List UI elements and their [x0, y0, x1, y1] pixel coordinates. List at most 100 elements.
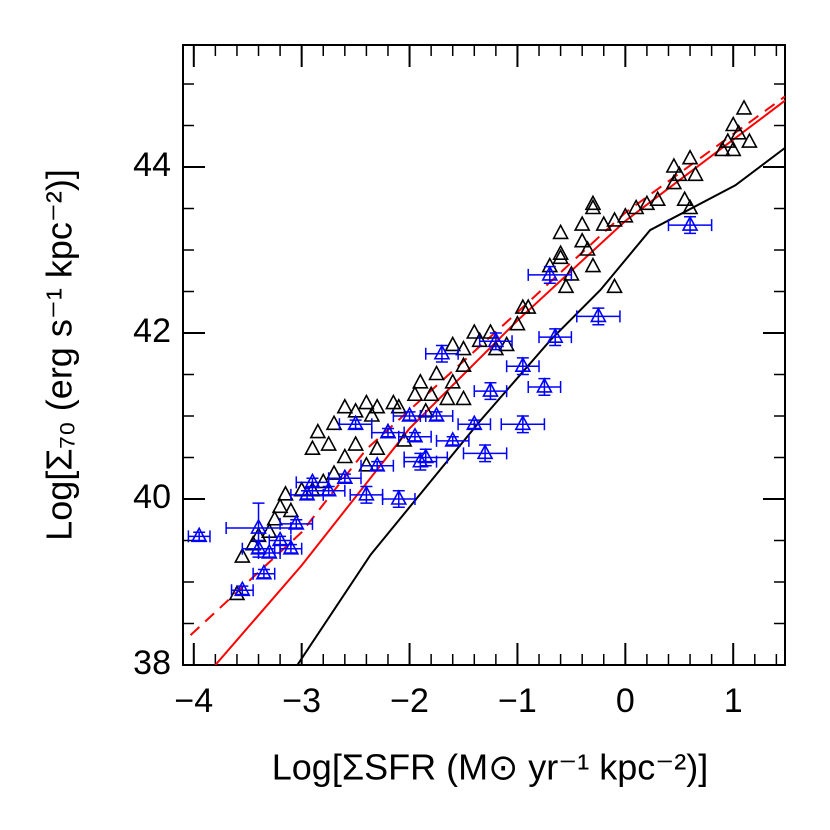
data-point — [482, 323, 499, 339]
data-point — [433, 344, 451, 360]
data-point — [687, 165, 704, 182]
data-point — [368, 456, 386, 472]
data-point — [368, 398, 386, 414]
data-point — [665, 173, 683, 190]
data-point — [412, 373, 429, 389]
data-point — [616, 207, 634, 223]
x-axis-label: Log[ΣSFR (M⊙ yr⁻¹ kpc⁻²)] — [272, 747, 708, 788]
data-point — [309, 422, 327, 439]
data-point — [590, 306, 607, 323]
data-point — [390, 398, 408, 414]
x-tick-label: 0 — [616, 682, 635, 720]
data-point — [487, 331, 505, 348]
x-tick-label: −3 — [282, 682, 321, 720]
data-point — [444, 335, 462, 352]
model-line — [296, 147, 785, 665]
data-point — [455, 389, 472, 406]
data-point — [627, 198, 645, 215]
data-point — [514, 298, 532, 314]
data-point — [277, 485, 294, 501]
data-point — [336, 398, 354, 414]
y-error-bar — [381, 427, 394, 438]
y-error-bar — [446, 436, 459, 446]
data-point — [347, 435, 364, 451]
data-point — [681, 149, 699, 165]
data-point — [358, 485, 375, 501]
data-point — [584, 198, 602, 215]
data-point — [190, 526, 208, 543]
data-point — [233, 547, 251, 563]
data-point — [509, 315, 526, 331]
data-point — [358, 456, 375, 472]
data-point — [584, 256, 602, 273]
data-point — [465, 414, 483, 431]
data-point — [541, 265, 559, 281]
data-point — [255, 564, 273, 580]
data-point — [412, 451, 429, 468]
y-error-bar — [263, 548, 276, 558]
data-point — [428, 406, 445, 422]
data-point — [401, 406, 418, 422]
data-point — [681, 215, 699, 231]
data-point — [314, 472, 332, 489]
data-point — [741, 132, 758, 148]
data-point — [573, 232, 591, 248]
data-point — [406, 427, 424, 443]
data-point — [228, 584, 246, 601]
data-point — [444, 373, 462, 389]
data-point — [282, 539, 300, 555]
data-point — [487, 339, 505, 356]
data-point — [536, 377, 553, 393]
data-point — [670, 165, 688, 182]
data-point — [358, 393, 375, 410]
data-point — [552, 248, 569, 265]
data-point — [428, 364, 445, 381]
y-error-bar — [349, 419, 362, 430]
data-point — [498, 335, 515, 352]
y-error-bar — [301, 489, 314, 500]
data-point — [298, 485, 316, 501]
x-tick-label: 1 — [724, 682, 743, 720]
data-point — [336, 447, 354, 464]
data-point — [282, 501, 300, 518]
data-point — [724, 115, 742, 132]
data-point — [422, 385, 440, 402]
data-point — [730, 124, 747, 140]
data-point — [395, 431, 413, 447]
data-point — [347, 414, 364, 431]
data-point — [514, 356, 532, 373]
data-point — [385, 393, 402, 410]
data-point — [476, 443, 494, 460]
data-point — [482, 381, 499, 397]
y-error-bar — [236, 585, 249, 596]
y-error-bar — [430, 411, 443, 421]
data-point — [250, 518, 267, 534]
data-point — [368, 439, 386, 456]
y-error-bar — [403, 411, 416, 421]
y-tick-label: 44 — [133, 146, 171, 184]
data-point — [287, 514, 305, 530]
data-point — [325, 464, 343, 480]
data-point — [579, 240, 596, 256]
y-error-bar — [193, 531, 206, 542]
data-point — [719, 132, 737, 148]
data-point — [320, 435, 337, 451]
x-tick-label: −1 — [498, 682, 537, 720]
data-point — [638, 194, 656, 211]
data-point — [714, 140, 731, 157]
data-point — [266, 510, 284, 526]
y-error-bar — [371, 460, 384, 471]
data-point — [557, 277, 575, 294]
data-point — [649, 190, 667, 207]
data-point — [304, 439, 321, 456]
model-line — [214, 99, 785, 665]
data-point — [606, 211, 623, 227]
data-point — [552, 223, 569, 240]
data-point — [665, 157, 683, 173]
data-point — [438, 389, 456, 406]
data-point — [379, 422, 397, 439]
data-point — [595, 215, 613, 231]
data-point — [584, 194, 602, 211]
data-point — [455, 356, 472, 373]
data-point — [465, 323, 483, 339]
